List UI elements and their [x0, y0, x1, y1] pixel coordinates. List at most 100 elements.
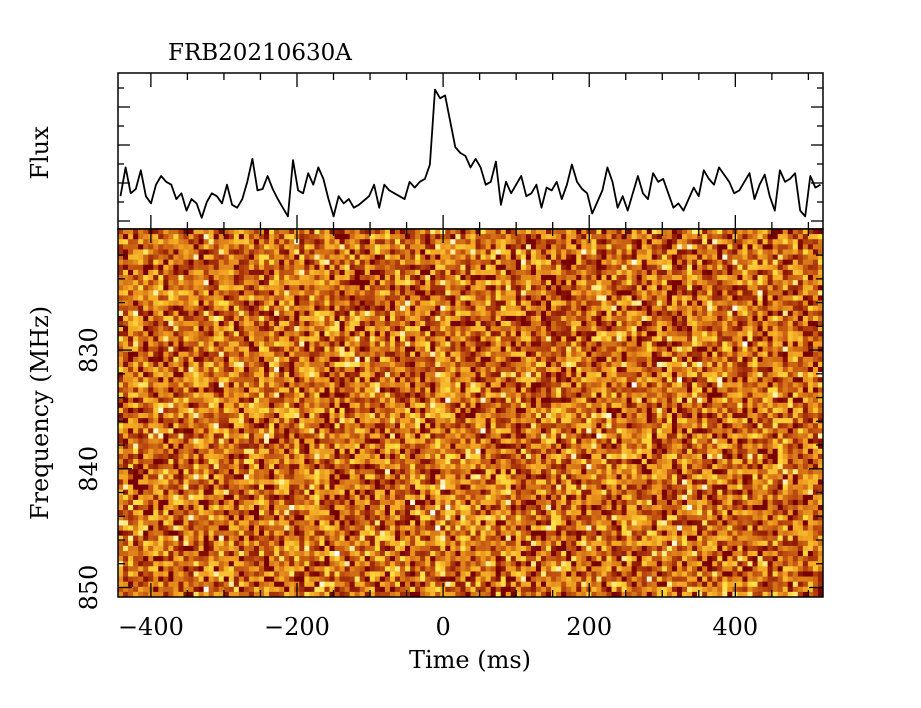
- heatmap-cell: [591, 280, 597, 286]
- heatmap-cell: [737, 326, 743, 332]
- heatmap-cell: [349, 300, 356, 307]
- heatmap-cell: [480, 249, 487, 255]
- heatmap-cell: [671, 367, 678, 373]
- heatmap-cell: [817, 269, 824, 276]
- heatmap-cell: [450, 285, 456, 291]
- heatmap-cell: [208, 285, 215, 291]
- heatmap-cell: [485, 377, 492, 383]
- heatmap-cell: [767, 249, 774, 255]
- heatmap-cell: [551, 254, 557, 261]
- heatmap-cell: [440, 346, 446, 353]
- heatmap-cell: [233, 234, 240, 240]
- heatmap-cell: [480, 254, 487, 261]
- heatmap-cell: [359, 367, 366, 373]
- heatmap-cell: [787, 259, 794, 266]
- heatmap-cell: [666, 326, 673, 332]
- heatmap-cell: [646, 295, 653, 301]
- heatmap-cell: [561, 269, 567, 276]
- heatmap-cell: [802, 249, 809, 255]
- heatmap-cell: [455, 229, 461, 235]
- heatmap-cell: [687, 315, 693, 322]
- heatmap-cell: [374, 275, 381, 281]
- heatmap-cell: [354, 249, 361, 255]
- heatmap-cell: [510, 382, 517, 388]
- heatmap-cell: [173, 259, 179, 266]
- heatmap-cell: [259, 321, 265, 327]
- heatmap-cell: [253, 331, 260, 337]
- heatmap-cell: [576, 295, 582, 301]
- heatmap-cell: [656, 285, 663, 291]
- heatmap-cell: [309, 300, 315, 307]
- heatmap-cell: [601, 234, 607, 240]
- heatmap-cell: [344, 300, 351, 307]
- heatmap-cell: [727, 275, 733, 281]
- heatmap-cell: [173, 315, 179, 322]
- heatmap-cell: [535, 280, 542, 286]
- heatmap-cell: [611, 290, 617, 296]
- heatmap-cell: [561, 229, 567, 235]
- heatmap-cell: [339, 310, 346, 317]
- heatmap-cell: [782, 356, 789, 363]
- heatmap-cell: [440, 321, 446, 327]
- heatmap-cell: [173, 331, 179, 337]
- heatmap-cell: [737, 321, 743, 327]
- heatmap-cell: [279, 407, 285, 414]
- heatmap-cell: [576, 321, 582, 327]
- heatmap-cell: [561, 239, 567, 245]
- heatmap-cell: [394, 356, 401, 363]
- heatmap-cell: [495, 315, 502, 322]
- heatmap-cell: [188, 356, 194, 363]
- heatmap-cell: [707, 336, 713, 342]
- heatmap-cell: [631, 229, 638, 235]
- heatmap-cell: [289, 367, 295, 373]
- heatmap-cell: [394, 321, 401, 327]
- heatmap-cell: [722, 346, 728, 353]
- heatmap-cell: [641, 341, 648, 347]
- heatmap-cell: [193, 244, 199, 250]
- heatmap-cell: [304, 269, 310, 276]
- heatmap-cell: [374, 341, 381, 347]
- heatmap-cell: [304, 351, 310, 358]
- heatmap-cell: [807, 341, 814, 347]
- heatmap-cell: [183, 264, 189, 271]
- heatmap-cell: [666, 315, 673, 322]
- heatmap-cell: [757, 229, 763, 235]
- heatmap-cell: [812, 356, 819, 363]
- heatmap-cell: [319, 249, 325, 255]
- heatmap-cell: [767, 361, 774, 368]
- heatmap-cell: [702, 331, 708, 337]
- heatmap-cell: [329, 367, 335, 373]
- heatmap-cell: [707, 244, 713, 250]
- heatmap-cell: [631, 321, 638, 327]
- heatmap-cell: [364, 356, 371, 363]
- heatmap-cell: [173, 249, 179, 255]
- heatmap-cell: [264, 326, 270, 332]
- heatmap-cell: [817, 229, 824, 235]
- heatmap-cell: [198, 249, 205, 255]
- heatmap-cell: [747, 275, 753, 281]
- heatmap-cell: [445, 336, 451, 342]
- heatmap-cell: [692, 290, 698, 296]
- heatmap-cell: [500, 300, 507, 307]
- heatmap-cell: [460, 229, 466, 235]
- heatmap-cell: [470, 269, 476, 276]
- heatmap-cell: [737, 387, 743, 393]
- heatmap-cell: [148, 387, 154, 393]
- heatmap-cell: [782, 387, 789, 393]
- heatmap-cell: [676, 382, 683, 388]
- heatmap-cell: [797, 392, 804, 399]
- heatmap-cell: [541, 295, 547, 301]
- heatmap-cell: [218, 290, 225, 296]
- heatmap-cell: [722, 275, 728, 281]
- heatmap-cell: [465, 280, 471, 286]
- heatmap-cell: [752, 326, 758, 332]
- heatmap-cell: [425, 367, 431, 373]
- heatmap-cell: [802, 295, 809, 301]
- heatmap-cell: [601, 331, 607, 337]
- heatmap-cell: [671, 244, 678, 250]
- heatmap-cell: [541, 397, 547, 404]
- heatmap-cell: [802, 229, 809, 235]
- heatmap-cell: [727, 361, 733, 368]
- heatmap-cell: [430, 377, 436, 383]
- heatmap-cell: [787, 382, 794, 388]
